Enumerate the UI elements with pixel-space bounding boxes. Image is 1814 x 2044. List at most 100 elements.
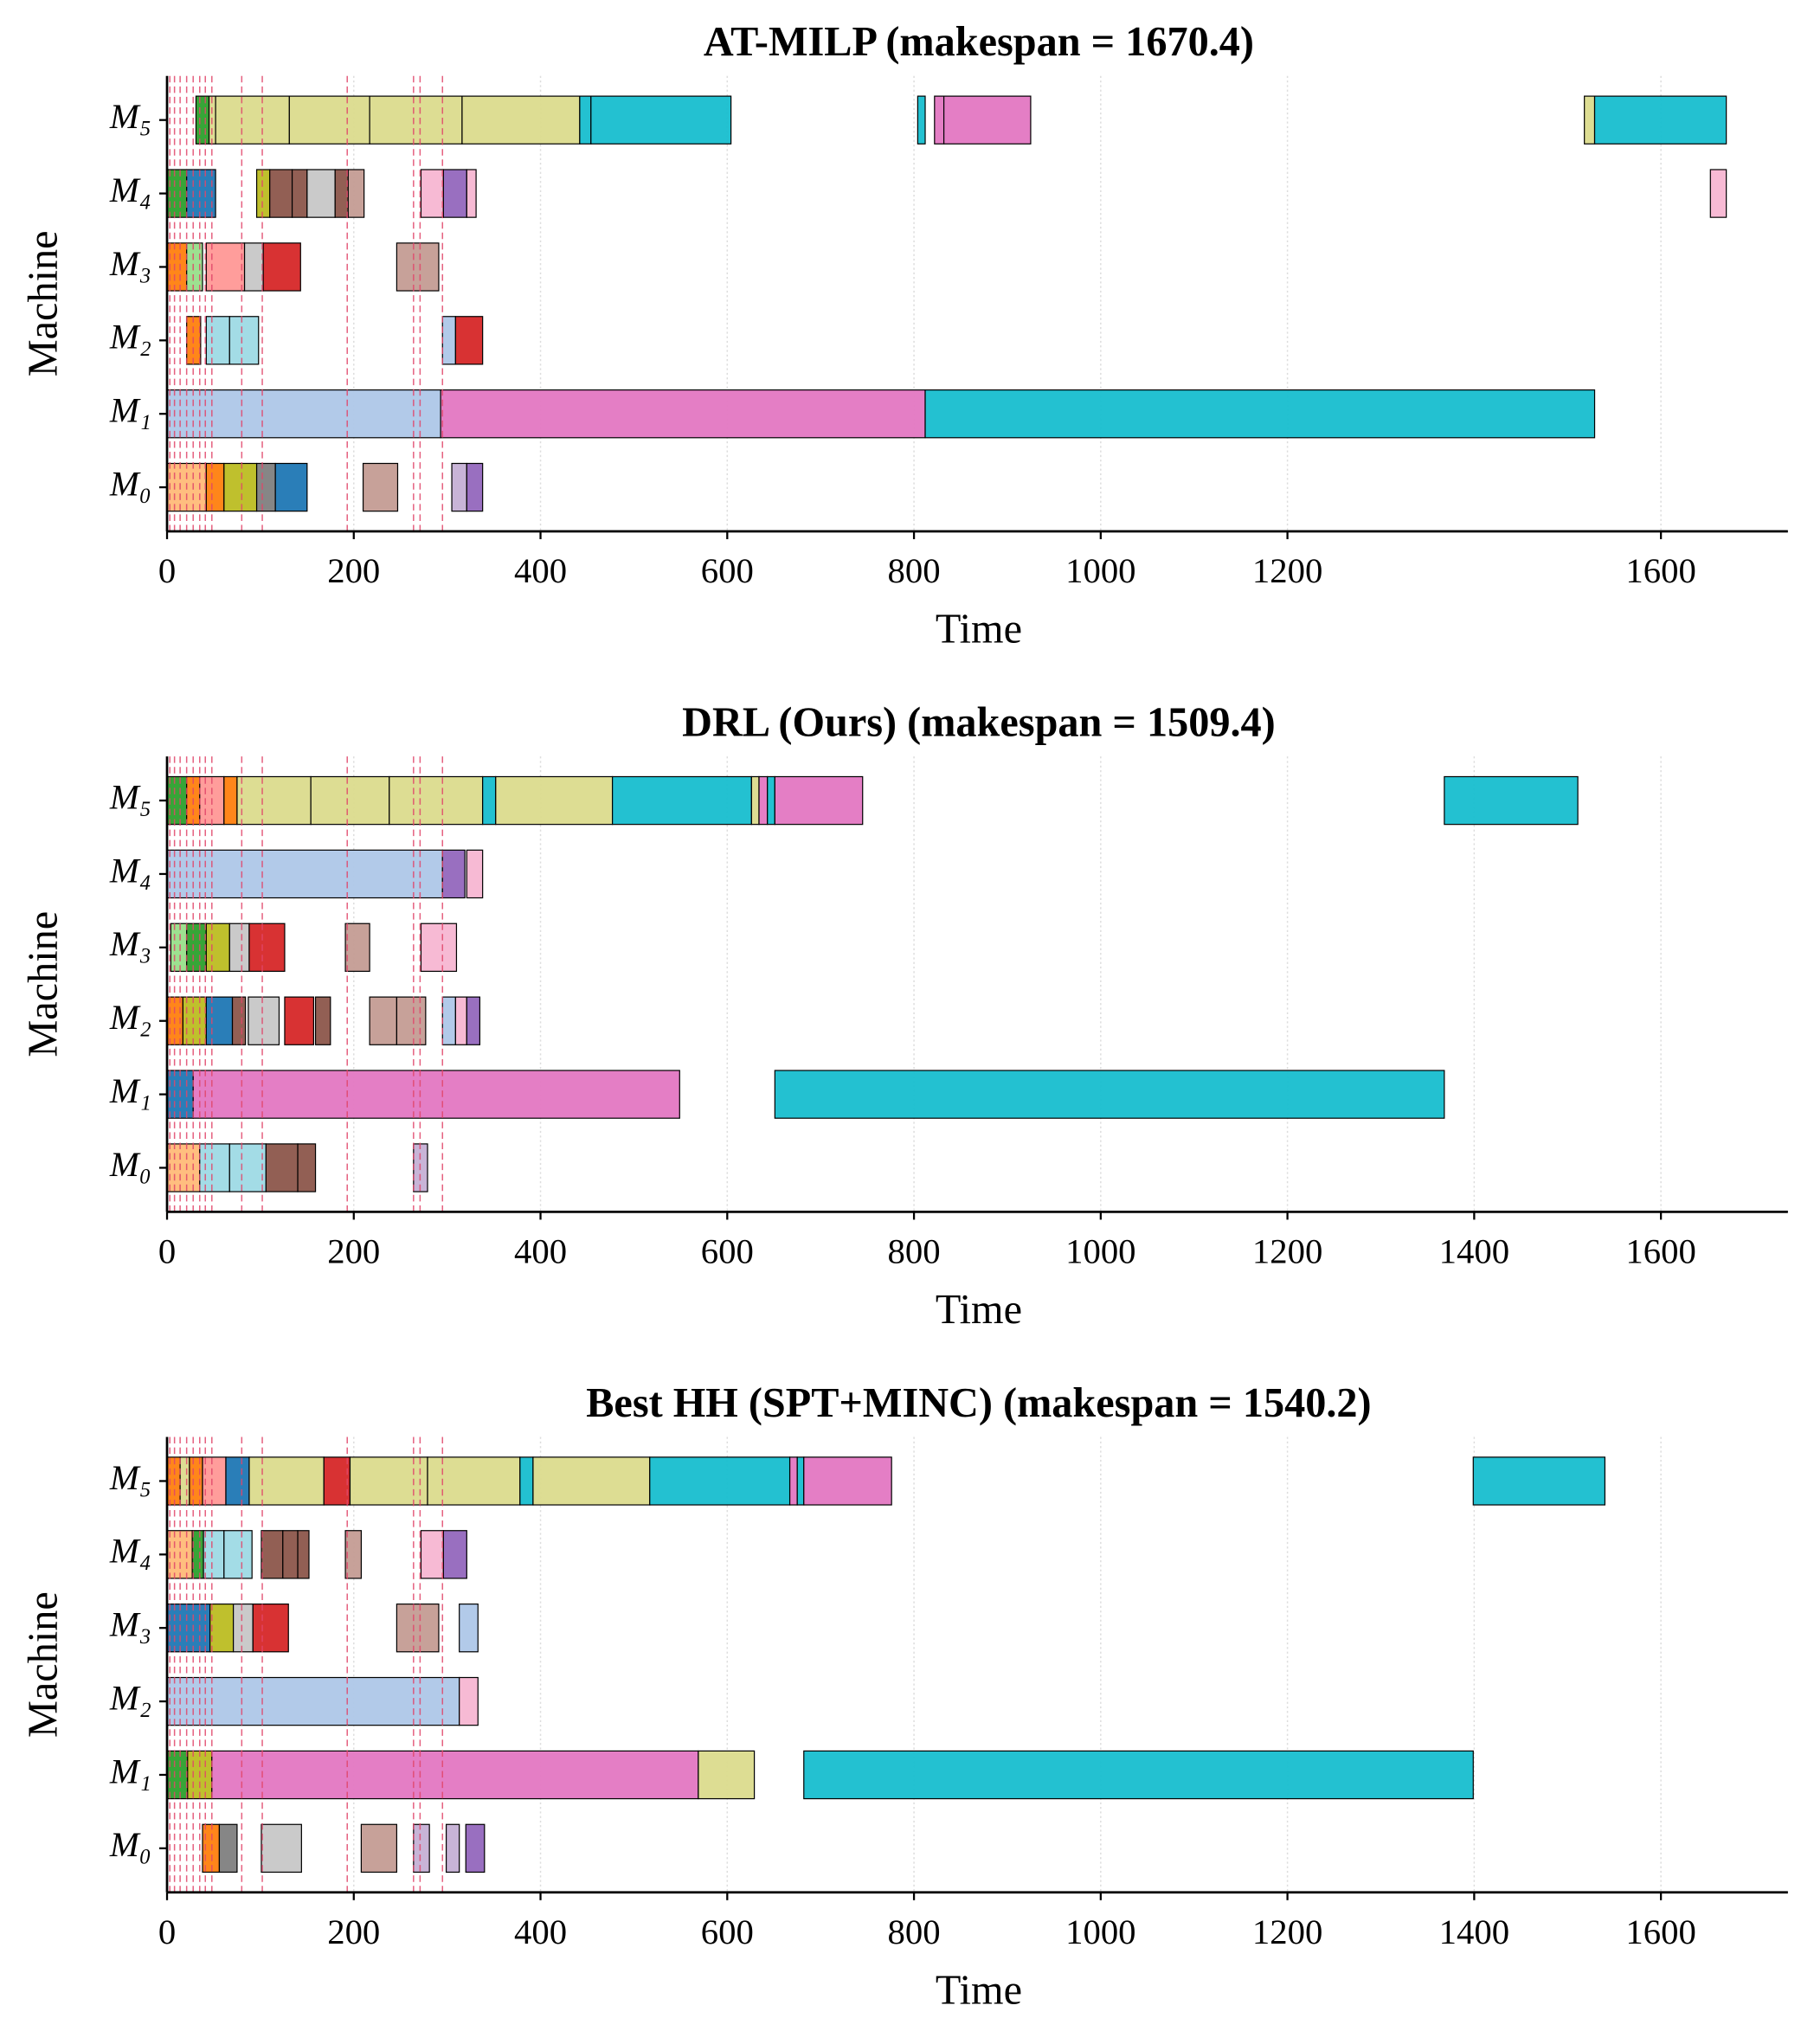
x-tick-label: 1200 — [1252, 551, 1322, 590]
task-bar — [189, 1456, 203, 1506]
task-bar — [166, 1604, 211, 1653]
task-bar — [255, 169, 271, 218]
task-bar — [306, 169, 336, 218]
x-tick-label: 600 — [701, 551, 754, 590]
task-bar — [252, 1604, 289, 1653]
task-bar — [445, 1823, 460, 1874]
task-bar — [420, 922, 458, 973]
task-bar — [228, 922, 250, 973]
y-tick-label: M₀ — [109, 1825, 151, 1864]
task-bar — [579, 95, 592, 145]
panel: DRL (Ours) (makespan = 1509.4) 0 200 400 600… — [20, 700, 1788, 1333]
task-bar — [466, 849, 484, 899]
task-bar — [274, 462, 308, 512]
y-axis-label: Machine — [20, 1591, 66, 1738]
task-bar — [459, 1604, 479, 1653]
x-tick-label: 200 — [327, 551, 380, 590]
task-bar — [223, 462, 258, 512]
task-bar — [288, 95, 370, 145]
x-tick-label: 1600 — [1625, 1232, 1695, 1271]
task-bar — [451, 462, 467, 512]
task-bar — [236, 775, 312, 826]
task-bar — [427, 1456, 521, 1506]
task-bar — [396, 996, 427, 1045]
task-bar — [788, 1456, 798, 1506]
task-bar — [269, 169, 293, 218]
task-bar — [170, 922, 188, 973]
task-bar — [248, 996, 280, 1045]
task-bar — [441, 996, 456, 1045]
task-bar — [1444, 775, 1579, 826]
task-bar — [590, 95, 732, 145]
task-bar — [205, 996, 234, 1045]
x-tick-label: 0 — [158, 1232, 176, 1271]
task-bar — [396, 242, 440, 292]
task-bar — [420, 169, 444, 218]
task-bar — [223, 1530, 253, 1579]
task-bar — [396, 1604, 440, 1653]
task-bar — [934, 95, 945, 145]
x-tick-label: 800 — [888, 1232, 941, 1271]
task-bar — [1593, 95, 1727, 145]
task-bar — [215, 95, 290, 145]
y-tick-label: M₁ — [109, 391, 151, 430]
task-bar — [360, 1823, 398, 1874]
task-bar — [349, 1456, 428, 1506]
task-bar — [314, 996, 331, 1045]
task-bar — [519, 1456, 534, 1506]
task-bar — [192, 1070, 680, 1119]
task-bar — [389, 775, 484, 826]
task-bar — [202, 1456, 227, 1506]
y-tick-label: M₂ — [109, 998, 151, 1037]
task-bar — [461, 95, 581, 145]
task-bar — [440, 389, 926, 439]
x-tick-label: 600 — [701, 1232, 754, 1271]
task-bar — [454, 996, 467, 1045]
task-bar — [243, 242, 264, 292]
task-bar — [218, 1823, 238, 1874]
task-bar — [228, 1143, 267, 1192]
task-bar — [459, 1676, 479, 1726]
task-bar — [698, 1750, 756, 1800]
task-bar — [466, 462, 484, 512]
x-tick-label: 1200 — [1252, 1912, 1322, 1951]
task-bar — [191, 1530, 204, 1579]
y-tick-label: M₃ — [109, 1605, 151, 1644]
x-tick-label: 1600 — [1625, 551, 1695, 590]
x-tick-label: 400 — [514, 1232, 567, 1271]
task-bar — [344, 1530, 363, 1579]
task-bar — [166, 1456, 181, 1506]
task-bar — [166, 849, 443, 899]
y-tick-label: M₂ — [109, 318, 151, 357]
task-bar — [166, 1676, 460, 1726]
task-bar — [1472, 1456, 1605, 1506]
task-bar — [199, 1143, 230, 1192]
x-tick-label: 1000 — [1065, 1912, 1135, 1951]
task-bar — [195, 95, 210, 145]
task-bar — [803, 1750, 1474, 1800]
task-bar — [454, 316, 484, 365]
y-tick-label: M₅ — [109, 1458, 151, 1497]
x-tick-label: 1400 — [1439, 1232, 1509, 1271]
y-tick-label: M₁ — [109, 1752, 151, 1790]
task-bar — [166, 1143, 201, 1192]
task-bar — [796, 1456, 805, 1506]
y-tick-label: M₂ — [109, 1678, 151, 1717]
task-bar — [282, 1530, 299, 1579]
task-bar — [255, 462, 276, 512]
task-bar — [209, 1604, 235, 1653]
x-tick-label: 1600 — [1625, 1912, 1695, 1951]
y-tick-label: M₄ — [109, 1532, 151, 1571]
task-bar — [495, 775, 614, 826]
task-bar — [441, 316, 456, 365]
task-bar — [310, 775, 390, 826]
task-bar — [223, 775, 238, 826]
x-axis-label: Time — [936, 1287, 1022, 1333]
y-tick-label: M₃ — [109, 924, 151, 963]
y-tick-label: M₅ — [109, 777, 151, 816]
task-bar — [233, 1604, 254, 1653]
x-tick-label: 800 — [888, 551, 941, 590]
chart-title: Best HH (SPT+MINC) (makespan = 1540.2) — [586, 1380, 1371, 1426]
